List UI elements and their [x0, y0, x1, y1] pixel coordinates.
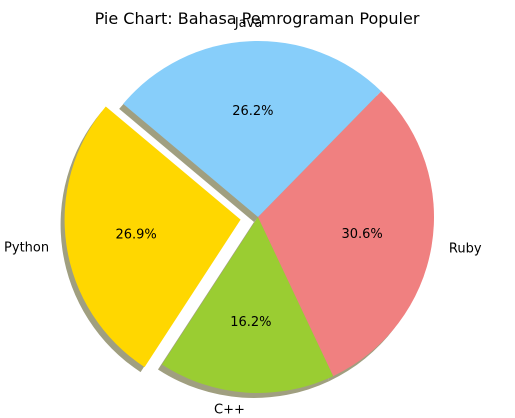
percent-label-java: 26.2%	[232, 104, 273, 119]
slice-label-java: Java	[234, 16, 262, 31]
pie-slice-java	[123, 41, 382, 218]
pie-slice-python	[64, 106, 241, 368]
slice-label-python: Python	[4, 241, 49, 256]
chart-title: Pie Chart: Bahasa Pemrograman Populer	[95, 9, 420, 28]
slice-label-ruby: Ruby	[449, 242, 482, 257]
percent-label-ruby: 30.6%	[341, 227, 382, 242]
pie-slice-cpp	[161, 217, 334, 394]
percent-label-python: 26.9%	[115, 228, 156, 243]
pie-slice-ruby	[258, 91, 435, 377]
slice-layer	[64, 41, 435, 394]
label-layer: Python 26.9% C++ 16.2% Ruby 30.6% Java 26.2%	[4, 16, 482, 418]
slice-label-cpp: C++	[214, 403, 245, 418]
percent-label-cpp: 16.2%	[230, 315, 271, 330]
